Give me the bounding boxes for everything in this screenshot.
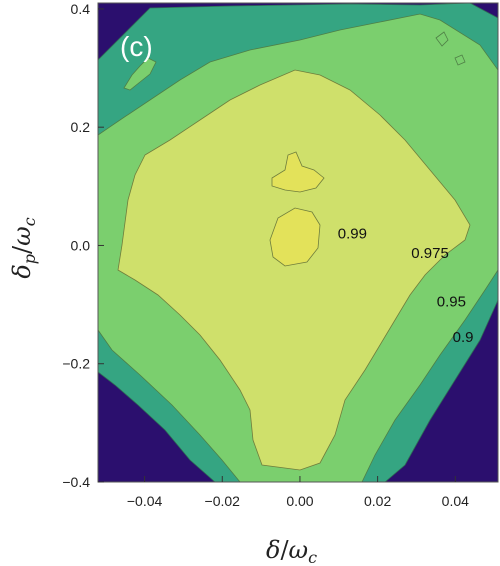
contour-island-top-right-2: [454, 54, 466, 66]
contour-region-0.99-main: [269, 207, 321, 267]
plot-area: [98, 3, 498, 482]
panel-label: (c): [120, 31, 153, 62]
contour-labels: 0.99 0.975 0.95 0.9: [338, 226, 474, 346]
contour-region-0.99-small: [271, 151, 325, 193]
contour-label: 0.99: [338, 226, 367, 243]
x-tick-label: −0.02: [205, 493, 241, 509]
x-tick-label: 0.04: [442, 493, 469, 509]
plot-frame: [97, 2, 499, 483]
svg-text:δp/ωc: δp/ωc: [8, 217, 39, 278]
contour-region-0.975: [117, 69, 471, 471]
svg-text:δ/ωc: δ/ωc: [266, 536, 317, 566]
y-tick-label: 0.4: [71, 1, 91, 17]
contour-label: 0.9: [453, 329, 474, 346]
y-tick-label: −0.2: [62, 356, 90, 372]
contour-label: 0.95: [437, 294, 466, 311]
y-tick-label: 0.2: [71, 119, 91, 135]
contour-island-top-left: [123, 57, 157, 91]
contour-label: 0.975: [411, 245, 449, 262]
y-axis-title: δp/ωc: [8, 217, 39, 278]
contour-island-top-right-1: [435, 31, 449, 47]
x-axis-title: δ/ωc: [266, 536, 317, 566]
x-tick-label: 0.00: [286, 493, 313, 509]
x-tick-label: 0.02: [364, 493, 391, 509]
y-tick-label: −0.4: [62, 474, 90, 490]
y-tick-label: 0.0: [71, 237, 91, 253]
axis-ticks: −0.04 −0.02 0.00 0.02 0.04 −0.4 −0.2 0.0 0.2 0.4: [62, 1, 469, 509]
x-tick-label: −0.04: [127, 493, 163, 509]
